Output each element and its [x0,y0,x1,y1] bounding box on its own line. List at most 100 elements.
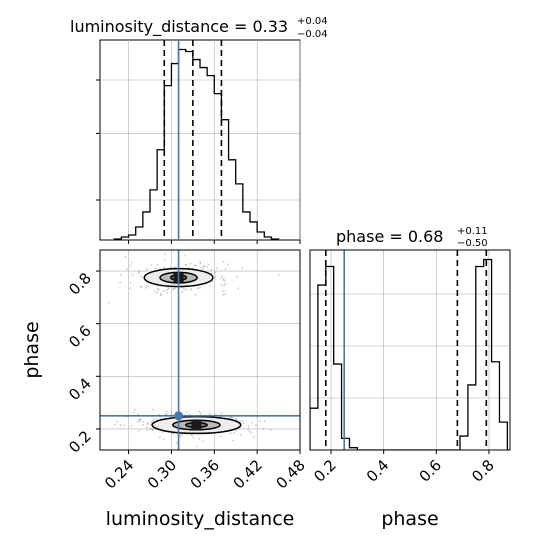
joint-scatter-point [185,410,188,413]
ld-title-plus: +0.04 [297,16,328,27]
joint-scatter-point [142,423,144,426]
joint-scatter-point [203,265,205,267]
phase-title: phase = 0.68 [336,227,443,246]
joint-scatter-point [252,436,255,439]
joint-scatter-point [155,267,157,270]
joint-scatter-point [227,263,230,266]
joint-scatter-point [156,291,159,294]
joint-scatter-point [138,270,141,273]
joint-xtick-label: 0.48 [272,456,308,492]
joint-scatter-point [234,429,237,432]
joint-scatter-point [247,425,250,427]
joint-scatter-point [123,424,125,427]
joint-scatter-point [146,285,149,287]
joint-scatter-point [165,410,168,413]
joint-scatter-point [129,264,132,267]
joint-scatter-point [165,288,168,291]
joint-scatter-point [199,262,202,264]
joint-scatter-point [190,288,193,291]
joint-scatter-point [146,422,149,425]
joint-scatter-point [234,418,237,420]
joint-scatter-point [242,422,245,425]
phase-histogram-path [310,258,510,450]
joint-scatter-point [222,279,224,281]
joint-scatter-point [139,418,142,421]
ld-title-minus: −0.04 [297,29,328,40]
joint-scatter-point [200,267,203,269]
joint-scatter-point [188,451,190,453]
joint-scatter-point [119,274,122,276]
phase-marginal-panel: 0.2 0.4 0.6 0.8 phase = 0.68 +0.11 −0.50 [309,226,511,486]
joint-scatter-point [160,294,162,297]
joint-scatter-point [142,420,145,423]
joint-scatter-point [129,282,132,284]
joint-scatter-point [198,410,201,413]
joint-scatter-point [140,276,143,278]
joint-scatter-point [196,287,199,290]
y-axis-title-phase: phase [21,321,43,378]
joint-scatter-point [159,416,162,419]
joint-scatter-point [131,261,134,264]
joint-scatter-point [300,425,302,427]
joint-scatter-point [248,430,251,432]
joint-scatter-point [262,427,265,430]
joint-contours [143,267,242,435]
joint-scatter-point [137,272,140,274]
ld-marginal-histogram [113,48,280,240]
joint-scatter-point [224,293,227,296]
ld-marginal-grid [100,40,301,240]
joint-scatter-point [154,290,157,293]
joint-scatter-point [219,277,222,280]
ld-quantile-lines [163,40,223,240]
joint-scatter-point [133,411,135,414]
joint-scatter-point [202,268,204,270]
ld-marginal-panel: luminosity_distance = 0.33 +0.04 −0.04 [70,16,328,244]
joint-scatter-point [170,410,173,413]
joint-scatter-point [166,291,169,294]
joint-scatter-point [119,424,122,426]
joint-scatter-point [145,426,148,428]
joint-scatter-point [54,441,56,443]
joint-scatter-point [222,260,225,263]
joint-scatter-point [210,272,213,275]
joint-xtick-label: 0.36 [187,456,223,492]
joint-scatter-point [194,264,197,267]
joint-scatter-point [114,423,117,426]
joint-scatter-point [150,421,153,424]
joint-scatter-point [188,413,191,416]
joint-truth-lines [100,250,300,450]
joint-scatter-point [124,255,127,258]
joint-scatter-point [165,413,168,416]
joint-scatter-point [184,263,187,266]
joint-panel: 0.24 0.30 0.36 0.42 0.48 0.2 0.4 0.6 0.8 [54,249,309,492]
joint-scatter-point [153,418,156,420]
joint-scatter-point [133,408,136,411]
phase-title-plus: +0.11 [457,226,488,237]
joint-scatter-point [130,425,133,427]
joint-scatter-point [250,431,252,434]
joint-scatter-point [221,275,224,278]
joint-scatter-point [163,438,165,441]
joint-scatter-point [224,282,227,285]
joint-scatter-point [206,265,209,268]
joint-scatter-point [119,281,121,284]
phase-marginal-histogram [310,258,510,450]
joint-xtick-label: 0.24 [101,456,137,492]
joint-scatter-point [150,423,152,426]
joint-scatter-point [150,264,153,266]
joint-scatter-point [164,253,167,255]
joint-scatter-point [145,287,148,289]
joint-xtick-label: 0.42 [230,456,266,492]
ld-marginal-frame [99,39,301,241]
joint-scatter-point [198,437,201,440]
joint-scatter-point [138,420,141,423]
joint-scatter-point [239,433,242,436]
joint-scatter-point [224,268,227,270]
phase-marginal-ticks: 0.2 0.4 0.6 0.8 [310,450,498,486]
joint-scatter-point [277,274,280,276]
joint-scatter-point [172,433,175,435]
phase-xtick-label: 0.2 [310,456,340,486]
joint-scatter-point [150,427,153,430]
joint-scatter-point [255,424,257,427]
